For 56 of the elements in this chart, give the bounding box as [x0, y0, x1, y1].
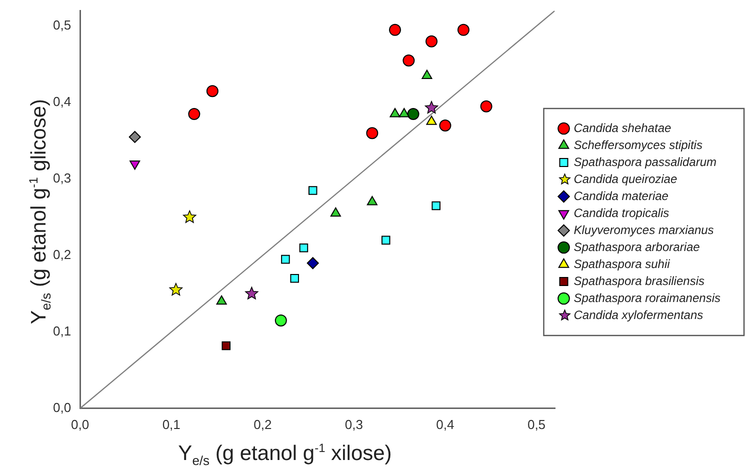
point — [274, 314, 287, 326]
x-axis-title: Y$_{e/s}$ (g etanol g$^{-1}$ xilose) — [177, 441, 393, 468]
point — [306, 257, 319, 270]
legend-label: Spathaspora brasiliensis — [574, 274, 704, 288]
legend-label: Spathaspora passalidarum — [574, 154, 717, 169]
legend-label: Candida shehatae — [574, 120, 672, 135]
legend-label: Candida queiroziae — [574, 172, 678, 186]
point — [290, 274, 299, 283]
point — [366, 196, 378, 206]
x-tick-label: 0,4 — [436, 416, 454, 432]
legend-label: Spathaspora arborariae — [574, 240, 700, 254]
point — [188, 108, 200, 120]
point — [457, 24, 470, 36]
point — [245, 286, 258, 300]
point — [299, 243, 308, 252]
point — [330, 207, 341, 217]
point — [183, 210, 196, 223]
point — [206, 85, 218, 98]
point — [402, 54, 415, 66]
y-tick-label: 0,3 — [52, 170, 72, 186]
x-tick-label: 0,2 — [254, 416, 272, 432]
legend-label: Spathaspora suhii — [574, 256, 670, 271]
x-tick-label: 0,0 — [71, 416, 90, 432]
y-tick-label: 0,4 — [52, 94, 72, 110]
point — [426, 35, 438, 48]
point — [366, 127, 378, 140]
point — [424, 101, 438, 114]
point — [432, 201, 440, 210]
legend-label: Spathaspora roraimanensis — [574, 290, 720, 305]
y-tick-label: 0,0 — [52, 400, 72, 415]
point — [422, 70, 432, 80]
x-tick-label: 0,1 — [162, 416, 180, 432]
point — [480, 100, 492, 112]
legend-label: Scheffersomyces stipitis — [574, 138, 702, 152]
point — [128, 130, 141, 143]
y-tick-label: 0,1 — [52, 324, 72, 339]
point — [216, 295, 227, 305]
x-tick-label: 0,3 — [344, 416, 363, 432]
y-tick-label: 0,5 — [52, 18, 72, 33]
point — [390, 108, 400, 118]
point — [169, 282, 182, 296]
legend-label: Candida tropicalis — [574, 206, 670, 220]
point — [389, 24, 402, 36]
legend-label: Candida materiae — [574, 188, 669, 203]
point — [222, 341, 231, 350]
point — [398, 108, 410, 118]
point — [281, 254, 290, 264]
legend-label: Candida xylofermentans — [574, 308, 704, 322]
point — [381, 236, 390, 245]
y-tick-label: 0,2 — [52, 247, 72, 262]
legend-label: Kluyveromyces marxianus — [574, 222, 714, 237]
point — [439, 119, 452, 132]
point — [407, 108, 420, 120]
point — [308, 186, 318, 195]
x-tick-label: 0,5 — [527, 416, 546, 432]
point — [426, 116, 437, 125]
